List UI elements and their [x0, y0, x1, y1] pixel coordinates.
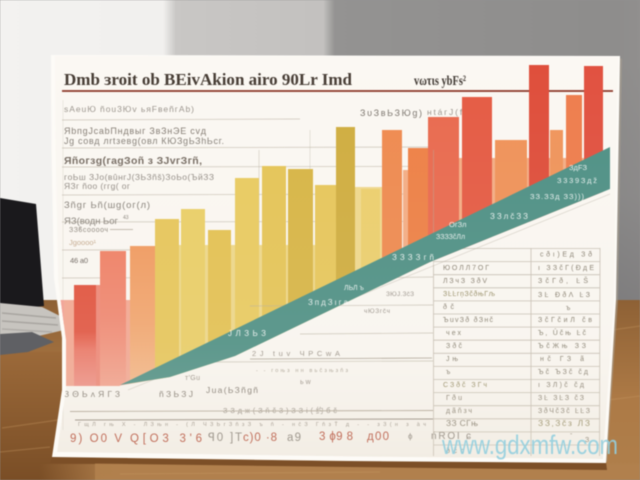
- svg-text:www.gdxmfw.com: www.gdxmfw.com: [441, 430, 618, 460]
